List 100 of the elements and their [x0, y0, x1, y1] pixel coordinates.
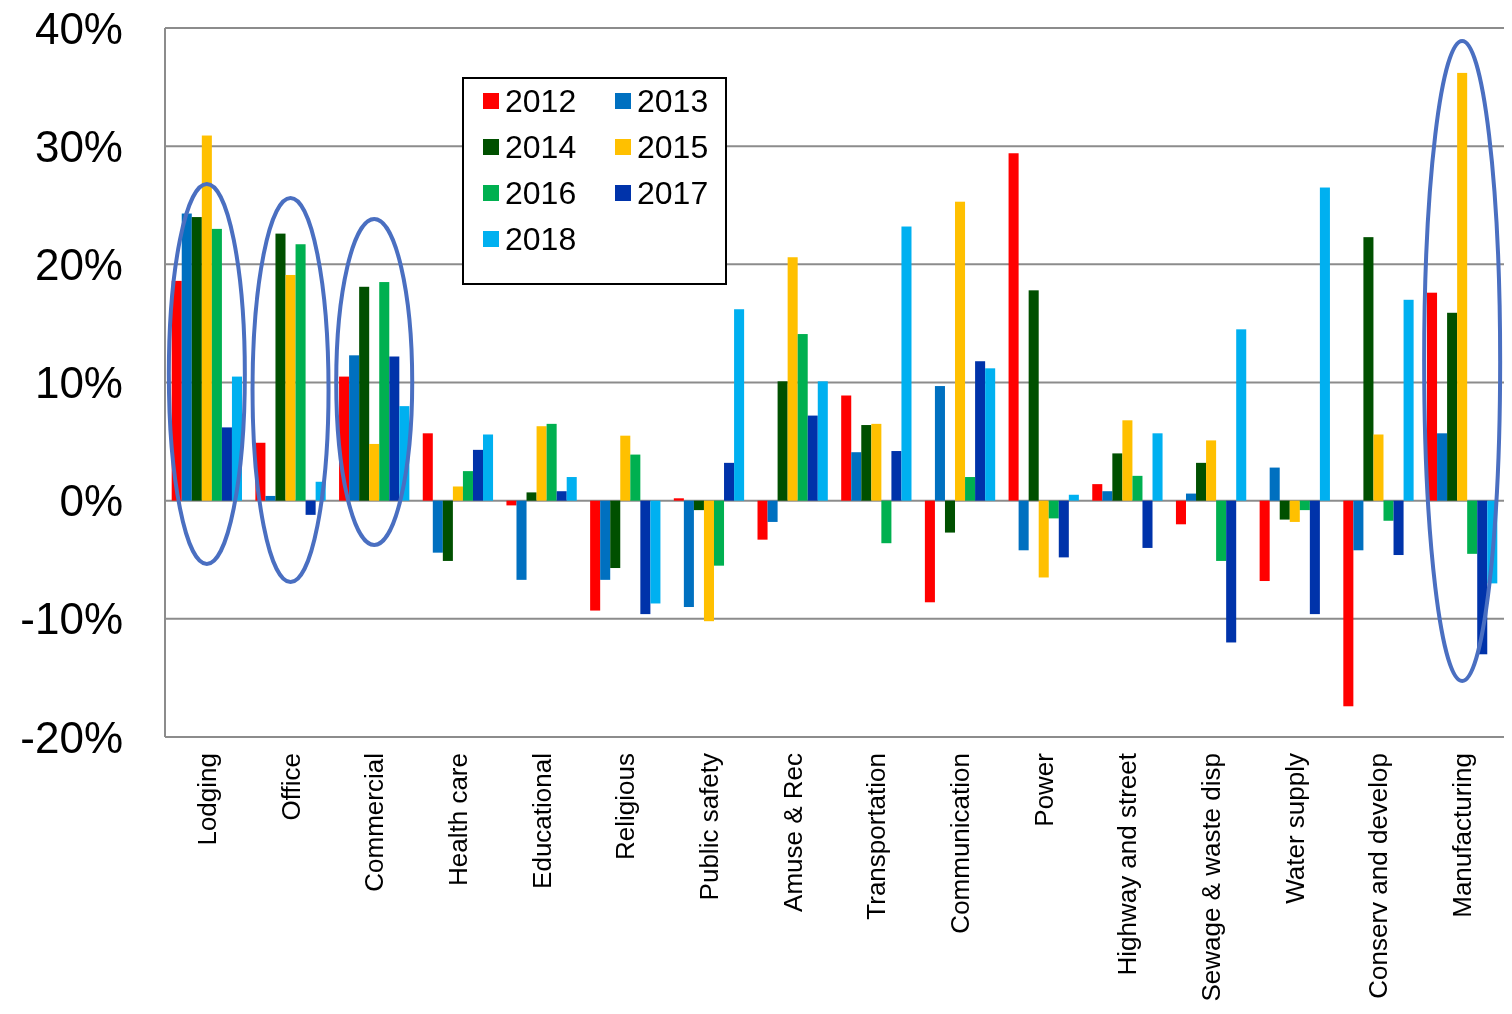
bar — [807, 415, 818, 501]
x-tick-label: Sewage & waste disp — [1196, 753, 1227, 1002]
bar — [1363, 237, 1374, 501]
bar — [1343, 500, 1354, 707]
bar — [955, 201, 966, 501]
bar — [975, 361, 986, 501]
bar — [452, 486, 463, 501]
legend-label: 2013 — [637, 83, 709, 119]
x-tick-label: Highway and street — [1112, 752, 1143, 976]
bar — [673, 498, 684, 501]
bar — [1122, 420, 1133, 501]
bar — [1457, 72, 1468, 501]
bar — [851, 452, 862, 501]
bar — [767, 500, 778, 522]
bar — [841, 395, 852, 501]
bar — [1373, 434, 1384, 501]
bar — [861, 425, 872, 501]
bar — [211, 228, 222, 501]
bar — [275, 233, 286, 501]
bar — [1058, 500, 1069, 558]
bar — [1048, 500, 1059, 519]
x-tick-label: Religious — [610, 753, 641, 860]
bar — [265, 495, 276, 501]
bar — [1112, 453, 1123, 501]
x-tick-label: Commercial — [359, 753, 390, 892]
x-tick-label: Conserv and develop — [1363, 753, 1394, 999]
bar — [944, 500, 956, 533]
x-tick-label: Amuse & Rec — [777, 753, 808, 912]
bar — [1427, 292, 1438, 501]
bar — [1068, 494, 1079, 501]
bar — [285, 274, 296, 501]
bar — [985, 368, 996, 501]
bar — [349, 355, 360, 501]
bar — [536, 426, 547, 501]
bar — [713, 500, 725, 566]
bar — [1269, 467, 1280, 501]
bar — [1403, 299, 1414, 501]
x-tick-label: Manufacturing — [1447, 753, 1478, 918]
bar — [389, 356, 400, 501]
bar — [1216, 500, 1227, 561]
bar — [1132, 475, 1143, 501]
y-tick-label: -10% — [20, 594, 123, 644]
bar — [1018, 500, 1029, 551]
x-tick-label: Transportation — [861, 753, 892, 920]
bar — [191, 217, 202, 501]
bar — [1437, 433, 1448, 501]
bar — [757, 500, 768, 540]
bar — [1028, 290, 1039, 501]
y-tick-label: 40% — [34, 3, 123, 53]
bar — [734, 309, 745, 501]
bar — [1038, 500, 1049, 578]
bar — [1236, 329, 1247, 501]
x-tick-label: Power — [1028, 752, 1059, 827]
legend-label: 2017 — [637, 175, 709, 211]
bar — [1299, 500, 1310, 511]
bar — [924, 500, 935, 603]
x-tick-label: Communication — [945, 753, 976, 934]
bar — [1289, 500, 1300, 522]
bar — [1467, 500, 1478, 554]
bar — [610, 500, 621, 569]
x-tick-label: Office — [275, 753, 306, 821]
bar — [546, 423, 557, 501]
bar — [650, 500, 661, 604]
bar — [1393, 500, 1404, 556]
legend-label: 2018 — [505, 221, 577, 257]
bar — [630, 454, 641, 501]
legend-label: 2012 — [505, 83, 577, 119]
bar — [556, 491, 567, 501]
bar — [1353, 500, 1364, 551]
bar — [1142, 500, 1153, 548]
bar — [1279, 500, 1290, 520]
bar — [934, 386, 945, 501]
bar — [432, 500, 443, 553]
y-tick-label: 30% — [34, 121, 123, 171]
bar — [181, 213, 192, 501]
bar — [891, 451, 902, 501]
y-tick-label: 0% — [59, 476, 123, 526]
bar — [777, 381, 788, 501]
bar — [359, 286, 370, 501]
bar — [1092, 484, 1103, 501]
bar — [1102, 491, 1113, 501]
bar — [483, 434, 494, 501]
bar — [1319, 187, 1330, 501]
x-tick-label: Water supply — [1279, 753, 1310, 904]
bar — [1447, 312, 1458, 501]
bar — [620, 435, 631, 501]
bar — [422, 433, 433, 501]
bar — [1008, 153, 1019, 501]
bar — [221, 427, 232, 501]
bar — [724, 462, 735, 501]
bar — [1309, 500, 1320, 615]
bar — [295, 244, 306, 501]
bar — [693, 500, 704, 511]
bar — [1152, 433, 1163, 501]
bar — [1383, 500, 1394, 521]
bar — [462, 471, 473, 501]
x-tick-label: Lodging — [191, 753, 222, 846]
bar — [369, 443, 380, 501]
bar — [965, 477, 976, 501]
bar — [881, 500, 892, 544]
